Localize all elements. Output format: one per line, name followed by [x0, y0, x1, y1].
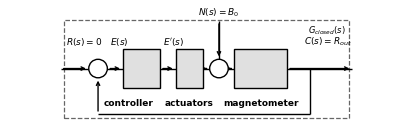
Text: $G_{closed}(s)$: $G_{closed}(s)$ [308, 24, 346, 37]
Ellipse shape [210, 59, 228, 78]
Text: $+$: $+$ [94, 61, 102, 71]
Text: $R(s)=0$: $R(s)=0$ [66, 36, 102, 48]
FancyBboxPatch shape [176, 49, 204, 88]
Text: magnetometer: magnetometer [223, 99, 298, 108]
Ellipse shape [89, 59, 107, 78]
FancyBboxPatch shape [123, 49, 160, 88]
Text: $-$: $-$ [89, 67, 97, 76]
Text: $G_c(s)$: $G_c(s)$ [130, 62, 153, 75]
Text: $N(s)=B_0$: $N(s)=B_0$ [198, 6, 240, 19]
Text: $K_{coil}$: $K_{coil}$ [180, 62, 199, 75]
Text: $C(s)=R_{out}$: $C(s)=R_{out}$ [304, 35, 352, 48]
Text: controller: controller [104, 99, 154, 108]
Text: $E(s)$: $E(s)$ [110, 36, 129, 48]
Text: actuators: actuators [165, 99, 214, 108]
FancyBboxPatch shape [234, 49, 287, 88]
Text: $E'(s)$: $E'(s)$ [163, 36, 184, 48]
Text: $+$: $+$ [216, 61, 224, 71]
Text: $G_{open}(s)$: $G_{open}(s)$ [244, 62, 278, 75]
